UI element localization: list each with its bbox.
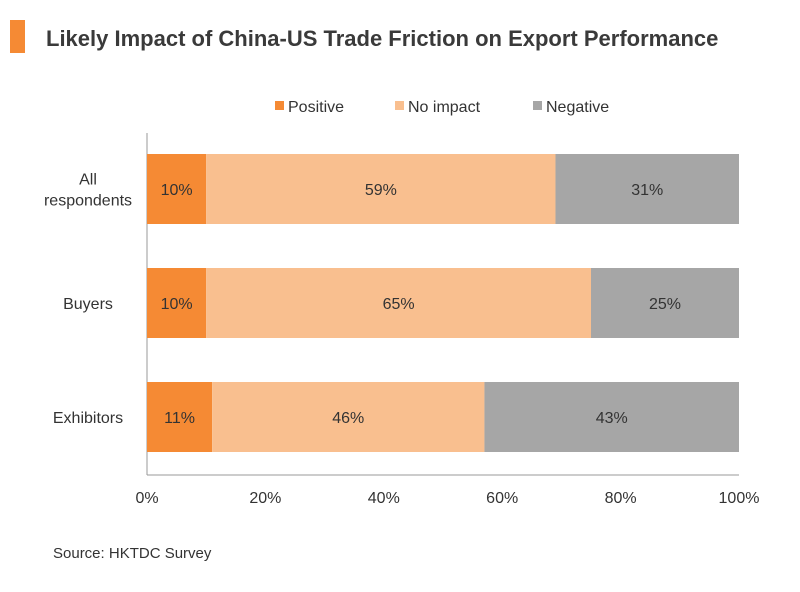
data-label: 43% <box>596 410 628 427</box>
data-label: 59% <box>365 182 397 199</box>
legend-label: No impact <box>408 99 481 116</box>
data-label: 11% <box>164 410 195 427</box>
legend-label: Positive <box>288 99 344 116</box>
bar-positive <box>147 154 207 224</box>
bar-no-impact <box>206 154 556 224</box>
data-label: 65% <box>383 296 415 313</box>
bar-negative <box>555 154 739 224</box>
category-label: respondents <box>44 193 132 210</box>
x-tick-label: 20% <box>249 490 281 507</box>
data-label: 31% <box>631 182 663 199</box>
data-label: 10% <box>161 182 193 199</box>
category-label: Buyers <box>63 296 113 313</box>
category-label: Exhibitors <box>53 410 123 427</box>
legend-label: Negative <box>546 99 609 116</box>
data-label: 46% <box>332 410 364 427</box>
x-tick-label: 100% <box>719 490 760 507</box>
category-label: All <box>79 172 97 189</box>
legend-swatch-no-impact <box>395 101 404 110</box>
bar-no-impact <box>206 268 591 338</box>
x-tick-label: 40% <box>368 490 400 507</box>
chart-title: Likely Impact of China-US Trade Friction… <box>46 26 719 51</box>
data-label: 25% <box>649 296 681 313</box>
legend-swatch-positive <box>275 101 284 110</box>
source-note: Source: HKTDC Survey <box>53 545 212 562</box>
bar-positive <box>147 268 207 338</box>
title-marker <box>10 20 25 53</box>
bar-no-impact <box>212 382 485 452</box>
bar-negative <box>484 382 739 452</box>
bar-negative <box>591 268 739 338</box>
x-tick-label: 0% <box>135 490 158 507</box>
legend-swatch-negative <box>533 101 542 110</box>
data-label: 10% <box>161 296 193 313</box>
x-tick-label: 80% <box>605 490 637 507</box>
x-tick-label: 60% <box>486 490 518 507</box>
bar-positive <box>147 382 213 452</box>
